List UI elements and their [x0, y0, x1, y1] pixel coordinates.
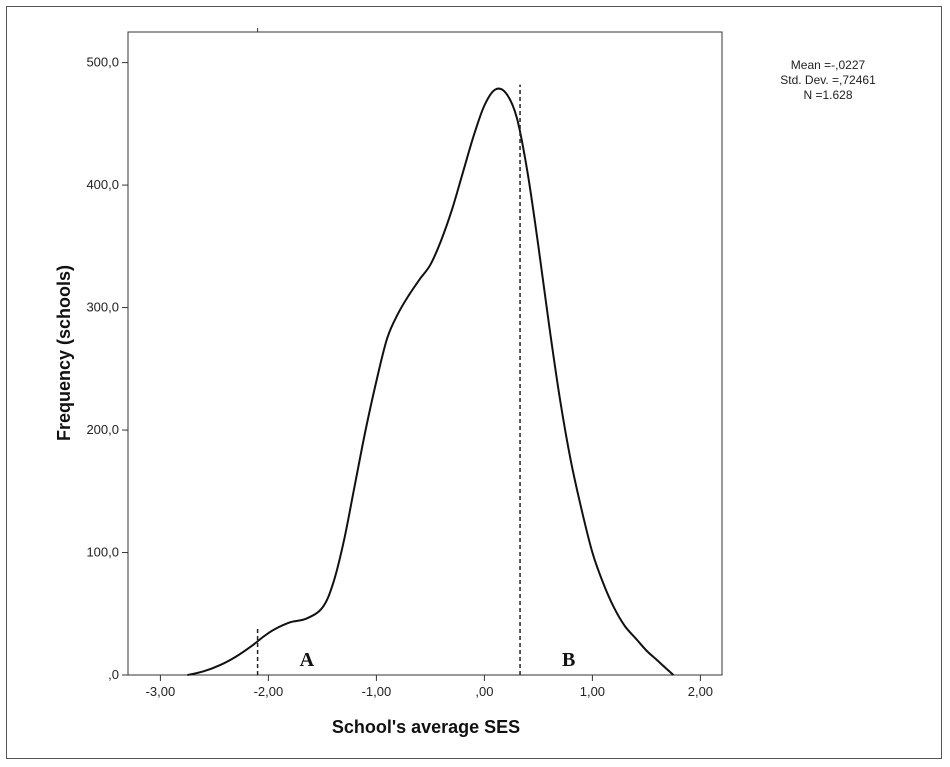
y-axis: ,0 100,0 200,0 300,0 400,0 500,0 — [86, 28, 259, 682]
marker-label-b: B — [562, 649, 575, 671]
density-curve — [187, 87, 675, 676]
statistics-box: Mean =-,0227 Std. Dev. =,72461 N =1.628 — [780, 58, 876, 102]
y-tick-label: ,0 — [108, 667, 119, 682]
x-tick-label: -2,00 — [254, 684, 284, 699]
stat-n: N =1.628 — [803, 88, 852, 102]
stat-mean: Mean =-,0227 — [791, 58, 866, 72]
plot-area — [127, 31, 723, 676]
x-tick-label: 1,00 — [580, 684, 605, 699]
x-axis-title: School's average SES — [332, 717, 520, 737]
chart-frame — [6, 6, 942, 759]
x-axis: -3,00 -2,00 -1,00 ,00 1,00 2,00 — [146, 675, 713, 699]
marker-label-a: A — [300, 649, 315, 671]
y-tick-label: 100,0 — [86, 545, 119, 560]
x-tick-label: -1,00 — [362, 684, 392, 699]
y-tick-label: 200,0 — [86, 422, 119, 437]
y-axis-title: Frequency (schools) — [54, 265, 74, 441]
y-tick-label: 500,0 — [86, 55, 119, 70]
x-tick-label: ,00 — [475, 684, 493, 699]
y-tick-label: 400,0 — [86, 177, 119, 192]
y-tick-label: 300,0 — [86, 300, 119, 315]
stat-std-dev: Std. Dev. =,72461 — [780, 73, 876, 87]
x-tick-label: -3,00 — [146, 684, 176, 699]
x-tick-label: 2,00 — [688, 684, 713, 699]
